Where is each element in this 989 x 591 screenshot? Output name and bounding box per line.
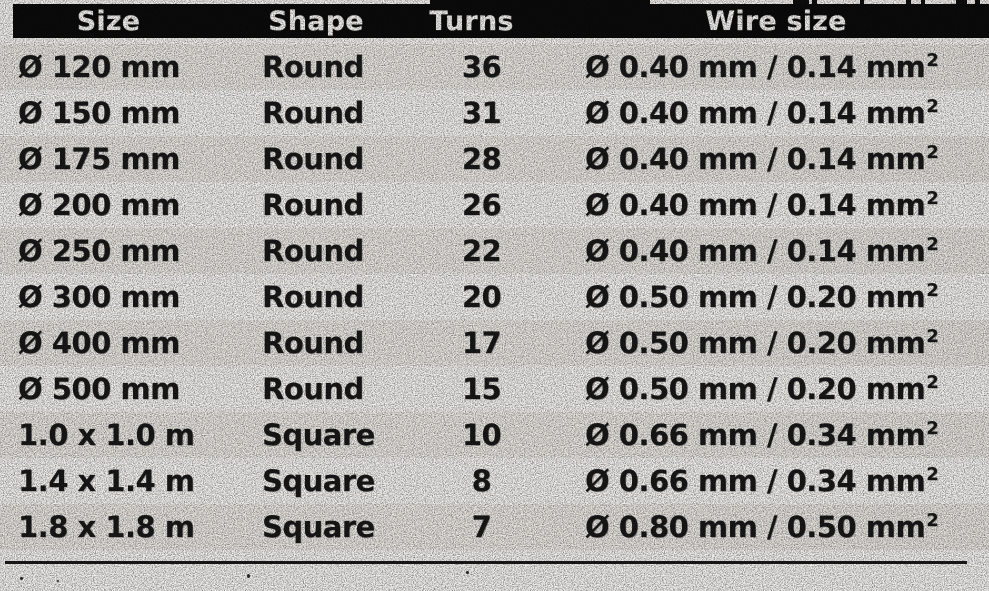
cell-turns: 22 bbox=[461, 234, 502, 268]
cell-shape: Square bbox=[262, 464, 375, 498]
cell-shape: Round bbox=[262, 96, 364, 130]
cell-size: Ø 500 mm bbox=[18, 372, 180, 406]
cell-wire-size: Ø 0.50 mm / 0.20 mm2 bbox=[535, 372, 989, 406]
cell-wire-size: Ø 0.40 mm / 0.14 mm2 bbox=[535, 96, 989, 130]
table-row: 1.4 x 1.4 m Square 8 Ø 0.66 mm / 0.34 mm… bbox=[0, 458, 989, 504]
cell-wire-size: Ø 0.40 mm / 0.14 mm2 bbox=[535, 142, 989, 176]
cell-turns: 17 bbox=[461, 326, 502, 360]
scan-speck bbox=[20, 577, 23, 580]
cell-shape: Round bbox=[262, 188, 364, 222]
cell-turns: 28 bbox=[461, 142, 502, 176]
wire-size-value: Ø 0.50 mm / 0.20 mm bbox=[585, 280, 926, 314]
cell-wire-size: Ø 0.66 mm / 0.34 mm2 bbox=[535, 418, 989, 452]
scan-speck bbox=[247, 574, 250, 578]
wire-size-exponent: 2 bbox=[926, 510, 939, 532]
wire-size-value: Ø 0.66 mm / 0.34 mm bbox=[585, 418, 926, 452]
cell-wire-size: Ø 0.66 mm / 0.34 mm2 bbox=[535, 464, 989, 498]
cell-size: Ø 175 mm bbox=[18, 142, 180, 176]
cell-shape: Round bbox=[262, 326, 364, 360]
cell-turns: 36 bbox=[461, 50, 502, 84]
wire-size-exponent: 2 bbox=[926, 188, 939, 210]
wire-size-exponent: 2 bbox=[926, 372, 939, 394]
cell-size: 1.4 x 1.4 m bbox=[18, 464, 195, 498]
cell-wire-size: Ø 0.80 mm / 0.50 mm2 bbox=[535, 510, 989, 544]
cell-turns: 7 bbox=[471, 510, 492, 544]
wire-size-value: Ø 0.66 mm / 0.34 mm bbox=[585, 464, 926, 498]
scan-speck bbox=[57, 580, 59, 582]
cell-wire-size: Ø 0.50 mm / 0.20 mm2 bbox=[535, 280, 989, 314]
table-body: Ø 120 mm Round 36 Ø 0.40 mm / 0.14 mm2 Ø… bbox=[0, 44, 989, 550]
wire-size-value: Ø 0.40 mm / 0.14 mm bbox=[585, 142, 926, 176]
cell-turns: 8 bbox=[471, 464, 492, 498]
wire-size-exponent: 2 bbox=[926, 464, 939, 486]
wire-size-value: Ø 0.40 mm / 0.14 mm bbox=[585, 188, 926, 222]
wire-size-exponent: 2 bbox=[926, 418, 939, 440]
cell-wire-size: Ø 0.50 mm / 0.20 mm2 bbox=[535, 326, 989, 360]
cell-size: 1.0 x 1.0 m bbox=[18, 418, 195, 452]
cell-shape: Round bbox=[262, 234, 364, 268]
cell-wire-size: Ø 0.40 mm / 0.14 mm2 bbox=[535, 234, 989, 268]
table-row: Ø 400 mm Round 17 Ø 0.50 mm / 0.20 mm2 bbox=[0, 320, 989, 366]
cell-size: Ø 250 mm bbox=[18, 234, 180, 268]
cell-size: Ø 200 mm bbox=[18, 188, 180, 222]
table-row: Ø 150 mm Round 31 Ø 0.40 mm / 0.14 mm2 bbox=[0, 90, 989, 136]
cell-size: Ø 150 mm bbox=[18, 96, 180, 130]
table-row: Ø 120 mm Round 36 Ø 0.40 mm / 0.14 mm2 bbox=[0, 44, 989, 90]
table-row: 1.8 x 1.8 m Square 7 Ø 0.80 mm / 0.50 mm… bbox=[0, 504, 989, 550]
cell-size: Ø 300 mm bbox=[18, 280, 180, 314]
table-header-row: Size Shape Turns Wire size bbox=[13, 4, 989, 38]
cell-turns: 31 bbox=[461, 96, 502, 130]
column-header-size: Size bbox=[76, 5, 141, 37]
cell-shape: Round bbox=[262, 280, 364, 314]
cell-turns: 20 bbox=[461, 280, 502, 314]
column-header-shape: Shape bbox=[268, 5, 364, 37]
wire-size-exponent: 2 bbox=[926, 280, 939, 302]
wire-size-value: Ø 0.50 mm / 0.20 mm bbox=[585, 326, 926, 360]
column-header-wire-size: Wire size bbox=[705, 5, 847, 37]
wire-size-value: Ø 0.40 mm / 0.14 mm bbox=[585, 234, 926, 268]
cell-turns: 15 bbox=[461, 372, 502, 406]
cell-turns: 10 bbox=[461, 418, 502, 452]
table-row: Ø 250 mm Round 22 Ø 0.40 mm / 0.14 mm2 bbox=[0, 228, 989, 274]
cell-shape: Round bbox=[262, 142, 364, 176]
wire-size-value: Ø 0.80 mm / 0.50 mm bbox=[585, 510, 926, 544]
cell-shape: Square bbox=[262, 418, 375, 452]
wire-size-exponent: 2 bbox=[926, 50, 939, 72]
cell-size: Ø 120 mm bbox=[18, 50, 180, 84]
wire-size-exponent: 2 bbox=[926, 234, 939, 256]
wire-size-value: Ø 0.40 mm / 0.14 mm bbox=[585, 96, 926, 130]
cell-shape: Round bbox=[262, 372, 364, 406]
table-bottom-border bbox=[5, 561, 967, 564]
wire-size-exponent: 2 bbox=[926, 326, 939, 348]
scan-speck bbox=[466, 571, 469, 574]
cell-shape: Square bbox=[262, 510, 375, 544]
column-header-turns: Turns bbox=[429, 5, 514, 37]
wire-size-exponent: 2 bbox=[926, 142, 939, 164]
table-row: Ø 500 mm Round 15 Ø 0.50 mm / 0.20 mm2 bbox=[0, 366, 989, 412]
table-row: Ø 175 mm Round 28 Ø 0.40 mm / 0.14 mm2 bbox=[0, 136, 989, 182]
wire-size-exponent: 2 bbox=[926, 96, 939, 118]
table-row: 1.0 x 1.0 m Square 10 Ø 0.66 mm / 0.34 m… bbox=[0, 412, 989, 458]
cell-turns: 26 bbox=[461, 188, 502, 222]
cell-size: 1.8 x 1.8 m bbox=[18, 510, 195, 544]
cell-wire-size: Ø 0.40 mm / 0.14 mm2 bbox=[535, 50, 989, 84]
cell-size: Ø 400 mm bbox=[18, 326, 180, 360]
table-row: Ø 200 mm Round 26 Ø 0.40 mm / 0.14 mm2 bbox=[0, 182, 989, 228]
cell-wire-size: Ø 0.40 mm / 0.14 mm2 bbox=[535, 188, 989, 222]
wire-size-value: Ø 0.40 mm / 0.14 mm bbox=[585, 50, 926, 84]
table-row: Ø 300 mm Round 20 Ø 0.50 mm / 0.20 mm2 bbox=[0, 274, 989, 320]
wire-size-value: Ø 0.50 mm / 0.20 mm bbox=[585, 372, 926, 406]
cell-shape: Round bbox=[262, 50, 364, 84]
